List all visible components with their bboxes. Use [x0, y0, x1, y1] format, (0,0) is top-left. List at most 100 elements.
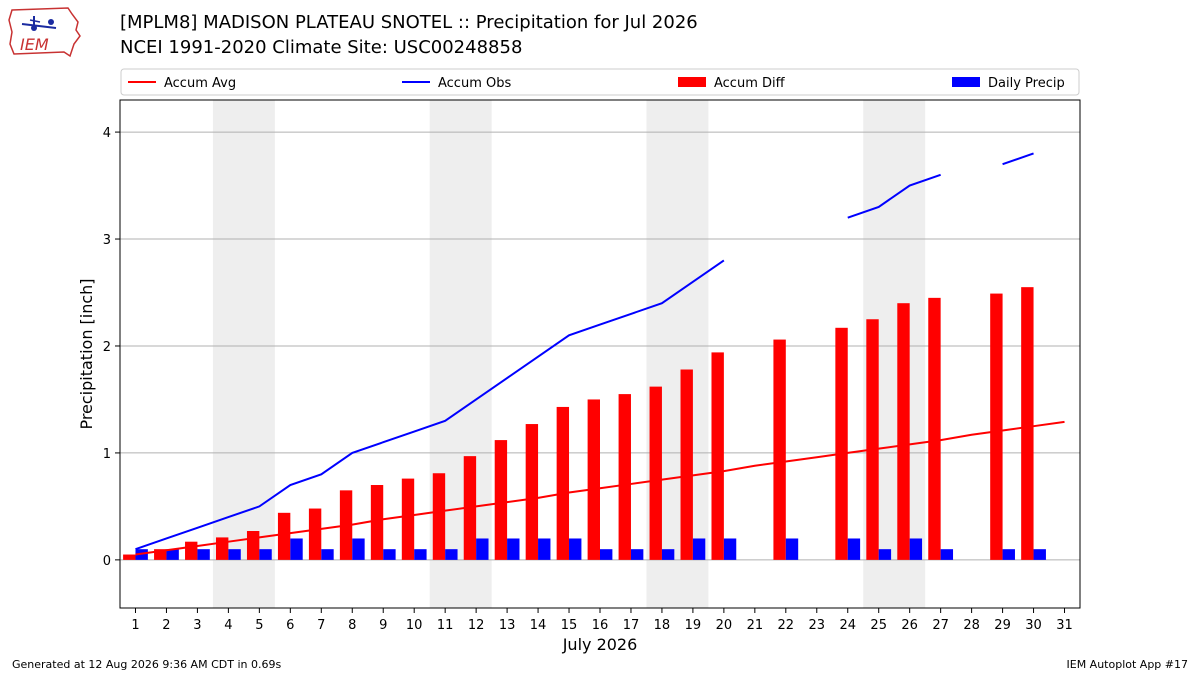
accum-obs-segment: [1002, 152, 1034, 166]
accum-diff-bar: [463, 456, 477, 560]
weekend-band: [429, 100, 492, 608]
x-tick-label: 13: [499, 618, 516, 633]
legend-box: [120, 68, 1080, 96]
y-axis-label: Precipitation [inch]: [77, 278, 96, 429]
accum-diff-bar: [897, 303, 910, 560]
accum-diff-bar: [370, 485, 384, 560]
y-gridlines: [120, 131, 1080, 561]
weekend-band: [863, 100, 926, 608]
daily-precip-bar: [414, 549, 427, 560]
x-tick-label: 30: [1025, 618, 1042, 633]
accum-diff-bar: [587, 399, 600, 560]
x-tick-label: 9: [379, 618, 387, 633]
x-tick-label: 11: [437, 618, 454, 633]
y-tick-label: 4: [103, 126, 111, 141]
accum-diff-bar: [401, 478, 415, 560]
y-axis: 0 1 2 3 4: [103, 126, 120, 569]
legend-swatch: [678, 77, 706, 87]
x-tick-label: 15: [561, 618, 578, 633]
daily-precip-bar: [507, 538, 520, 560]
weekend-band: [646, 100, 709, 608]
app-credit: IEM Autoplot App #17: [1066, 658, 1189, 671]
x-tick-label: 25: [870, 618, 887, 633]
iem-logo: IEM: [8, 7, 81, 58]
accum-diff-bar: [277, 512, 291, 560]
x-tick-label: 18: [654, 618, 671, 633]
x-tick-label: 21: [747, 618, 764, 633]
y-tick-label: 0: [103, 554, 111, 569]
x-tick-label: 7: [317, 618, 325, 633]
accum-diff-bar: [308, 508, 322, 560]
accum-diff-bar: [246, 530, 260, 560]
accum-avg-segment: [135, 420, 1065, 556]
x-tick-label: 10: [406, 618, 423, 633]
daily-precip-bar: [692, 538, 706, 560]
accum-diff-bar: [618, 394, 631, 560]
x-tick-label: 8: [348, 618, 356, 633]
daily-precip-bars: [135, 538, 1046, 560]
daily-precip-bar: [135, 549, 148, 560]
x-tick-label: 31: [1056, 618, 1073, 633]
accum-diff-bar: [185, 541, 198, 560]
accum-diff-bar: [928, 297, 941, 560]
accum-diff-bar: [711, 352, 724, 560]
daily-precip-bar: [847, 538, 861, 560]
daily-precip-bar: [321, 549, 334, 560]
daily-precip-bar: [538, 538, 551, 560]
daily-precip-bar: [197, 549, 210, 560]
legend-label: Accum Obs: [438, 76, 511, 91]
x-tick-label: 14: [530, 618, 547, 633]
accum-diff-bar: [216, 537, 229, 560]
x-tick-label: 20: [716, 618, 733, 633]
daily-precip-bar: [445, 549, 458, 560]
accum-diff-bar: [835, 327, 848, 560]
daily-precip-bar: [228, 549, 241, 560]
daily-precip-bar: [630, 549, 644, 560]
x-tick-label: 6: [286, 618, 294, 633]
accum-diff-bars: [123, 287, 1034, 560]
y-tick-label: 3: [103, 233, 111, 248]
x-tick-label: 4: [224, 618, 232, 633]
weekend-band: [212, 100, 275, 608]
daily-precip-bar: [878, 549, 892, 560]
daily-precip-bar: [661, 549, 675, 560]
weekend-shading: [212, 100, 926, 608]
accum-diff-bar: [990, 293, 1003, 560]
daily-precip-bar: [940, 549, 954, 560]
x-tick-label: 24: [839, 618, 856, 633]
legend-swatch: [952, 77, 980, 87]
daily-precip-bar: [166, 549, 179, 560]
x-tick-label: 16: [592, 618, 609, 633]
x-tick-label: 5: [255, 618, 263, 633]
daily-precip-bar: [352, 538, 365, 560]
accum-obs-line: [135, 152, 1034, 551]
accum-diff-bar: [649, 386, 662, 560]
x-tick-label: 1: [131, 618, 139, 633]
y-tick-label: 2: [103, 340, 111, 355]
x-tick-label: 19: [685, 618, 702, 633]
legend-label: Accum Avg: [164, 76, 236, 91]
x-axis-label: July 2026: [562, 635, 638, 654]
accum-diff-bar: [556, 406, 570, 560]
accum-diff-bar: [432, 473, 446, 560]
accum-diff-bar: [339, 490, 353, 560]
accum-diff-bar: [866, 319, 879, 560]
iowa-map-outline-icon: [8, 7, 81, 58]
accum-obs-segment: [847, 173, 941, 219]
plot-frame: [119, 99, 1081, 609]
daily-precip-bar: [383, 549, 396, 560]
x-tick-label: 3: [193, 618, 201, 633]
accum-diff-bar: [494, 440, 508, 560]
chart-title: [MPLM8] MADISON PLATEAU SNOTEL :: Precip…: [120, 12, 698, 33]
x-tick-label: 22: [778, 618, 795, 633]
generated-timestamp: Generated at 12 Aug 2026 9:36 AM CDT in …: [12, 658, 282, 671]
daily-precip-bar: [1002, 549, 1015, 560]
daily-precip-bar: [909, 538, 923, 560]
daily-precip-bar: [600, 549, 613, 560]
y-tick-label: 1: [103, 447, 111, 462]
accum-avg-line: [135, 420, 1065, 556]
x-tick-label: 29: [994, 618, 1011, 633]
daily-precip-bar: [723, 538, 737, 560]
daily-precip-bar: [476, 538, 489, 560]
x-axis: 1 2 3 4 5 6 7 8 9 10 11 12 13 14 15 16 17 18 19 20 21 22 23 24 2…: [131, 608, 1073, 633]
